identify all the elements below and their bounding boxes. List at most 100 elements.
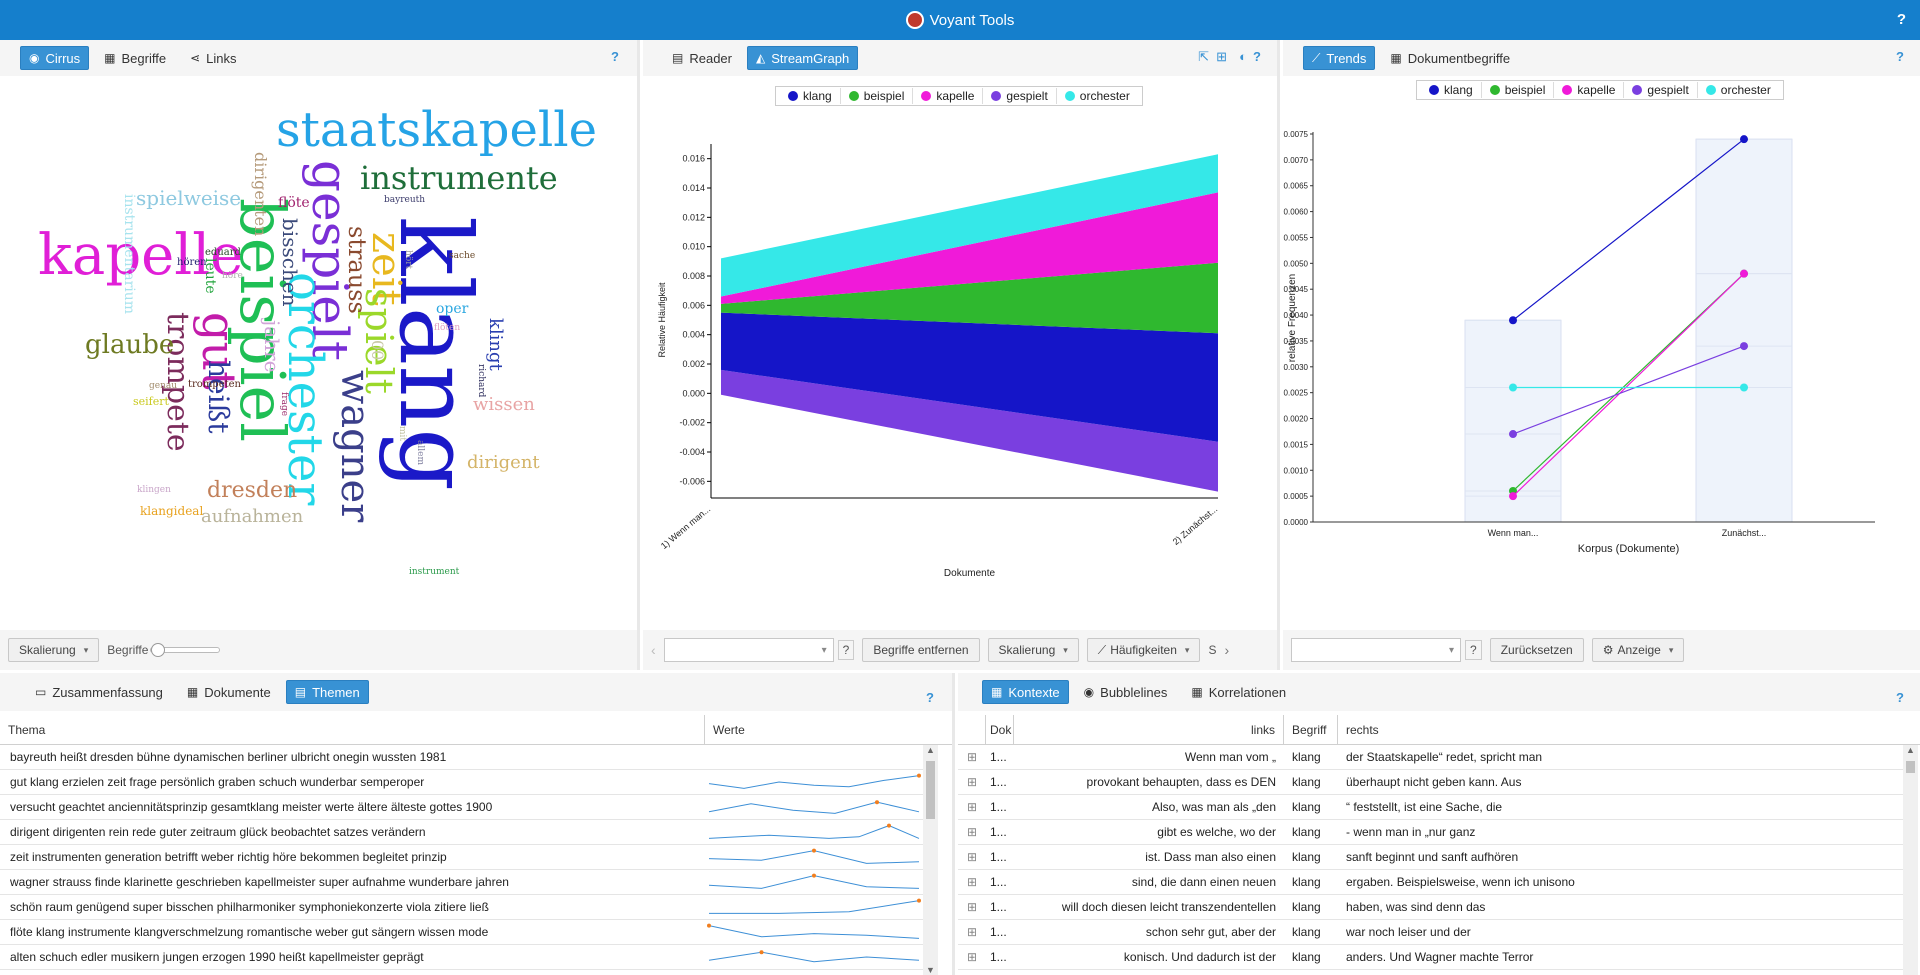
cloud-word[interactable]: dirigenten: [251, 152, 270, 237]
cloud-word[interactable]: glaube: [85, 330, 175, 360]
scroll-right-icon[interactable]: ›: [1224, 642, 1230, 658]
scroll-left-icon[interactable]: ‹: [651, 642, 656, 658]
tab-kontexte[interactable]: ▦ Kontexte: [982, 680, 1069, 704]
scroll-up-icon[interactable]: ▲: [926, 745, 935, 755]
cloud-word[interactable]: instrument: [409, 567, 460, 577]
table-row[interactable]: ⊞ 1... schon sehr gut, aber der klang war no…: [958, 920, 1903, 945]
tab-dokumentbegriffe[interactable]: ▦ Dokumentbegriffe: [1390, 50, 1511, 66]
cloud-word[interactable]: instrumentarium: [121, 194, 137, 315]
cloud-word[interactable]: zeit: [363, 232, 409, 306]
cloud-word[interactable]: aufnahmen: [201, 506, 304, 527]
terms-slider[interactable]: [150, 643, 221, 657]
legend-item-beispiel[interactable]: beispiel: [841, 88, 914, 104]
table-row[interactable]: dirigent dirigenten rein rede guter zeit…: [0, 820, 923, 845]
cloud-word[interactable]: hören: [177, 257, 207, 268]
expand-row-icon[interactable]: ⊞: [966, 800, 978, 814]
cloud-word[interactable]: heißt: [202, 360, 235, 434]
table-row[interactable]: ⊞ 1... Wenn man vom „ klang der Staatskapell…: [958, 745, 1903, 770]
cloud-word[interactable]: instrumente: [360, 159, 558, 197]
cloud-word[interactable]: sache: [449, 251, 476, 261]
tab-begriffe[interactable]: ▦ Begriffe: [104, 50, 167, 66]
legend-item-gespielt[interactable]: gespielt: [983, 88, 1057, 104]
expand-row-icon[interactable]: ⊞: [966, 950, 978, 964]
cloud-word[interactable]: bisschen: [278, 218, 302, 307]
tab-trends[interactable]: ⟋ Trends: [1303, 46, 1376, 70]
cloud-word[interactable]: allem: [415, 440, 425, 465]
combo-help[interactable]: ?: [837, 640, 855, 660]
table-row[interactable]: ⊞ 1... sind, die dann einen neuen klang erga…: [958, 870, 1903, 895]
remove-terms-button[interactable]: Begriffe entfernen: [862, 638, 980, 662]
table-row[interactable]: bayreuth heißt dresden bühne dynamischen…: [0, 745, 923, 770]
topics-help-button[interactable]: ?: [926, 690, 934, 705]
table-row[interactable]: ⊞ 1... ist. Dass man also einen klang sanft …: [958, 845, 1903, 870]
column-header-werte[interactable]: Werte: [713, 723, 745, 737]
cloud-word[interactable]: seifert: [133, 395, 169, 408]
column-header-dok[interactable]: Dok: [986, 715, 1014, 744]
column-header-thema[interactable]: Thema: [0, 715, 705, 744]
topics-scrollbar[interactable]: ▲ ▼: [923, 745, 938, 975]
cloud-word[interactable]: genau: [149, 381, 178, 391]
tab-streamgraph[interactable]: ◭ StreamGraph: [746, 46, 859, 70]
export-icon[interactable]: ⇱: [1198, 49, 1209, 64]
expand-row-icon[interactable]: ⊞: [966, 900, 978, 914]
tab-links[interactable]: ⋖ Links: [190, 50, 237, 66]
cloud-word[interactable]: mit: [397, 426, 407, 442]
frequencies-dropdown[interactable]: ⟋ Häufigkeiten ▾: [1086, 638, 1201, 662]
trends-help-button[interactable]: ?: [1896, 49, 1904, 64]
table-row[interactable]: schön raum genügend super bisschen philh…: [0, 895, 923, 920]
cloud-word[interactable]: klang: [377, 216, 491, 492]
table-row[interactable]: wagner strauss finde klarinette geschrie…: [0, 870, 923, 895]
context-scrollbar[interactable]: ▲: [1903, 745, 1918, 975]
term-combo[interactable]: ▾: [1291, 638, 1461, 662]
cloud-word[interactable]: orchester: [277, 272, 333, 506]
expand-row-icon[interactable]: ⊞: [966, 925, 978, 939]
expand-row-icon[interactable]: ⊞: [966, 775, 978, 789]
cloud-word[interactable]: gespielt: [301, 160, 359, 361]
reset-button[interactable]: Zurücksetzen: [1489, 638, 1584, 662]
cloud-word[interactable]: bayreuth: [384, 195, 426, 205]
table-row[interactable]: gut klang erzielen zeit frage persönlich…: [0, 770, 923, 795]
display-dropdown[interactable]: ⚙ Anzeige ▾: [1591, 638, 1685, 662]
tab-dokumente[interactable]: ▦ Dokumente: [186, 684, 271, 700]
app-help-button[interactable]: ?: [1896, 11, 1906, 28]
cloud-word[interactable]: spielweise: [136, 186, 242, 210]
cloud-word[interactable]: wissen: [473, 394, 535, 415]
context-help-button[interactable]: ?: [1896, 690, 1904, 705]
cloud-word[interactable]: spielt: [357, 288, 401, 394]
cloud-word[interactable]: flöten: [434, 323, 461, 333]
column-header-begriff[interactable]: Begriff: [1284, 715, 1338, 744]
table-row[interactable]: ⊞ 1... konisch. Und dadurch ist der klang an…: [958, 945, 1903, 970]
streamgraph-help-button[interactable]: ?: [1253, 49, 1261, 64]
cirrus-help-button[interactable]: ?: [611, 49, 619, 64]
cloud-word[interactable]: wagner: [332, 370, 378, 523]
column-header-rechts[interactable]: rechts: [1346, 723, 1379, 737]
expand-row-icon[interactable]: ⊞: [966, 875, 978, 889]
tab-themen[interactable]: ▤ Themen: [285, 680, 369, 704]
table-row[interactable]: ⊞ 1... Also, was man als „den klang “ festst…: [958, 795, 1903, 820]
combo-help[interactable]: ?: [1465, 640, 1482, 660]
legend-item-orchester[interactable]: orchester: [1057, 88, 1138, 104]
cloud-word[interactable]: flöte: [278, 195, 310, 211]
toggle-icon[interactable]: ◐: [1239, 49, 1247, 64]
legend-item-kapelle[interactable]: kapelle: [1554, 82, 1625, 98]
cloud-word[interactable]: jahre: [260, 320, 284, 373]
tab-bubblelines[interactable]: ◉ Bubblelines: [1083, 684, 1168, 700]
expand-row-icon[interactable]: ⊞: [966, 825, 978, 839]
term-combo[interactable]: ▾: [663, 638, 834, 662]
legend-item-klang[interactable]: klang: [1421, 82, 1482, 98]
cloud-word[interactable]: kapelle: [38, 223, 244, 288]
cloud-word[interactable]: klingen: [137, 485, 171, 495]
cloud-word[interactable]: höre: [222, 271, 243, 281]
table-row[interactable]: versucht geachtet anciennitätsprinzip ge…: [0, 795, 923, 820]
cloud-word[interactable]: richard: [476, 364, 486, 398]
cloud-word[interactable]: frage: [279, 392, 289, 417]
table-row[interactable]: ⊞ 1... provokant behaupten, dass es DEN kla…: [958, 770, 1903, 795]
slider-handle[interactable]: [151, 643, 166, 657]
table-row[interactable]: alten schuch edler musikern jungen erzog…: [0, 945, 923, 970]
cloud-word[interactable]: klingt: [485, 318, 506, 371]
expand-row-icon[interactable]: ⊞: [966, 750, 978, 764]
tab-korrelationen[interactable]: ▦ Korrelationen: [1191, 684, 1287, 700]
tab-zusammenfassung[interactable]: ▭ Zusammenfassung: [35, 684, 163, 700]
cloud-word[interactable]: leute: [202, 258, 218, 294]
table-row[interactable]: flöte klang instrumente klangverschmelzu…: [0, 920, 923, 945]
